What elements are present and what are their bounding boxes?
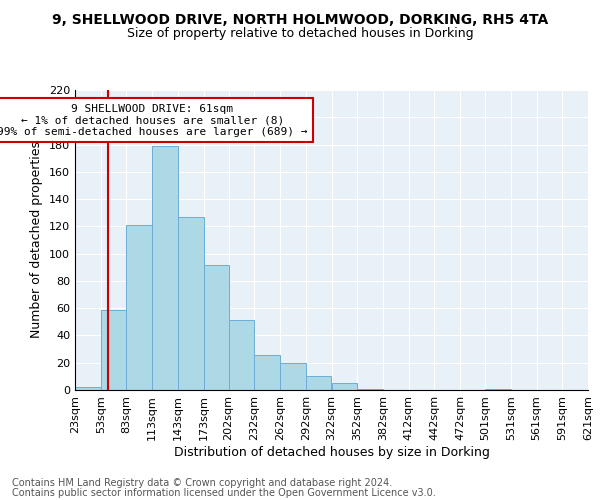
Bar [254, 354, 280, 390]
Text: Size of property relative to detached houses in Dorking: Size of property relative to detached ho… [127, 28, 473, 40]
Text: 9 SHELLWOOD DRIVE: 61sqm
← 1% of detached houses are smaller (8)
99% of semi-det: 9 SHELLWOOD DRIVE: 61sqm ← 1% of detache… [0, 104, 307, 137]
Bar [152, 146, 178, 390]
Text: Contains HM Land Registry data © Crown copyright and database right 2024.: Contains HM Land Registry data © Crown c… [12, 478, 392, 488]
Bar [331, 383, 357, 390]
Bar [485, 388, 511, 390]
Bar [280, 362, 306, 390]
Bar [127, 225, 152, 390]
Text: Contains public sector information licensed under the Open Government Licence v3: Contains public sector information licen… [12, 488, 436, 498]
X-axis label: Distribution of detached houses by size in Dorking: Distribution of detached houses by size … [173, 446, 490, 458]
Bar [357, 388, 383, 390]
Bar [203, 264, 229, 390]
Bar [306, 376, 331, 390]
Text: 9, SHELLWOOD DRIVE, NORTH HOLMWOOD, DORKING, RH5 4TA: 9, SHELLWOOD DRIVE, NORTH HOLMWOOD, DORK… [52, 12, 548, 26]
Bar [229, 320, 254, 390]
Bar [178, 217, 203, 390]
Y-axis label: Number of detached properties: Number of detached properties [31, 142, 43, 338]
Bar [101, 310, 127, 390]
Bar [75, 388, 101, 390]
